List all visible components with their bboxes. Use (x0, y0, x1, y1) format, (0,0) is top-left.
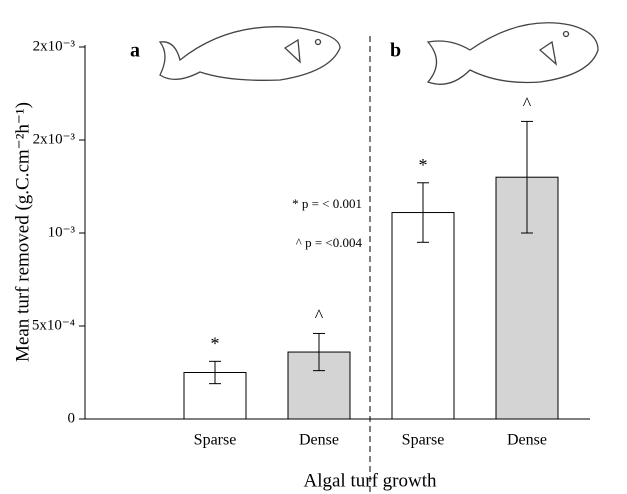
x-axis-label: Algal turf growth (304, 470, 437, 491)
annotation: ^ p = <0.004 (296, 235, 363, 250)
x-tick-label: Dense (507, 432, 547, 449)
significance-symbol: * (211, 333, 220, 353)
panel-label: b (390, 40, 401, 62)
fish-b (428, 23, 598, 85)
significance-symbol: ^ (523, 94, 532, 114)
significance-symbol: ^ (315, 306, 324, 326)
chart: Mean turf removed (g.C.cm⁻²h⁻¹) Algal tu… (0, 0, 627, 494)
y-tick-label: 5x10⁻⁴ (32, 317, 75, 333)
x-tick-label: Dense (299, 432, 339, 449)
x-tick-label: Sparse (402, 432, 445, 449)
y-tick-label: 2x10⁻³ (33, 38, 76, 54)
x-tick-label: Sparse (194, 432, 237, 449)
bar (392, 213, 454, 419)
fish-a (160, 27, 340, 81)
y-tick-label: 0 (68, 410, 76, 426)
y-axis-label: Mean turf removed (g.C.cm⁻²h⁻¹) (12, 102, 33, 362)
panel-label: a (130, 40, 140, 62)
y-tick-label: 10⁻³ (48, 224, 76, 240)
y-tick-label: 2x10⁻³ (33, 131, 76, 147)
annotation: * p = < 0.001 (292, 196, 362, 211)
significance-symbol: * (419, 155, 428, 175)
